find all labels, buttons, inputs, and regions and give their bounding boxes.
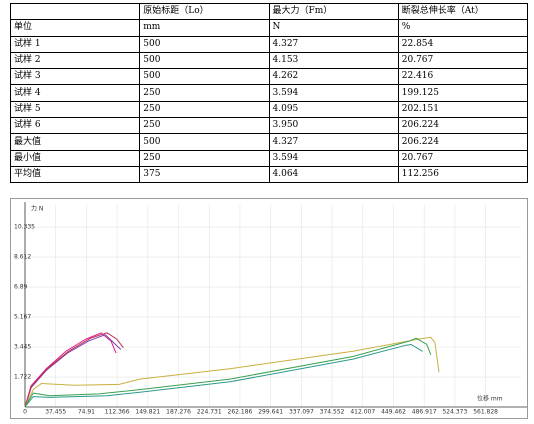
- table-cell: 4.327: [268, 133, 399, 151]
- table-cell: 375: [139, 165, 270, 184]
- table-cell: 最大值: [9, 133, 141, 151]
- table-row: 试样 2 500 4.153 20.767: [9, 51, 529, 70]
- table-cell: 250: [139, 117, 270, 135]
- table-cell: 单位: [9, 19, 141, 37]
- data-line: [24, 332, 117, 408]
- y-tick-label: 10.335: [14, 224, 35, 231]
- x-tick-label: 112.366: [105, 409, 130, 416]
- table-row: 试样 6 250 3.950 206.224: [9, 117, 529, 135]
- table-cell: 199.125: [397, 84, 529, 102]
- table-cell: 试样 2: [9, 51, 141, 70]
- table-cell: 500: [139, 68, 270, 86]
- y-tick-label: 5.167: [14, 314, 31, 321]
- table-cell: 22.416: [397, 68, 529, 86]
- x-tick-label: 74.91: [78, 409, 95, 416]
- x-tick-label: 449.462: [381, 409, 406, 416]
- x-tick-label: 187.276: [166, 409, 191, 416]
- x-tick-label: 486.917: [412, 409, 437, 416]
- table-cell: 3.950: [268, 117, 399, 135]
- table-cell: 3.594: [268, 84, 399, 102]
- table-cell: 最小值: [9, 149, 141, 167]
- table-cell: 试样 5: [9, 100, 141, 119]
- header-cell: 原始标距（Lo）: [139, 2, 270, 21]
- x-axis-label: 位移 mm: [477, 395, 503, 403]
- table-cell: 试样 3: [9, 68, 141, 86]
- header-cell: [9, 2, 141, 21]
- table-cell: 500: [139, 133, 270, 151]
- table-row: 试样 4 250 3.594 199.125: [9, 84, 529, 102]
- data-line: [24, 343, 423, 408]
- table-cell: 206.224: [397, 117, 529, 135]
- header-cell: 断裂总伸长率（At）: [397, 2, 529, 21]
- y-tick-label: 6.89: [14, 284, 28, 291]
- force-displacement-chart: 1.722 3.445 5.167 6.89 8.612 10.335 0 37.455 74.…: [10, 198, 528, 419]
- y-tick-label: 3.445: [14, 344, 31, 351]
- table-cell: 4.095: [268, 100, 399, 119]
- y-tick-label: 8.612: [14, 254, 31, 261]
- table-cell: 试样 4: [9, 84, 141, 102]
- data-line: [24, 334, 122, 408]
- x-tick-label: 149.821: [135, 409, 160, 416]
- x-tick-label: 412.007: [350, 409, 375, 416]
- table-cell: N: [268, 19, 399, 37]
- table-cell: 4.327: [268, 35, 399, 53]
- y-tick-label: 1.722: [14, 374, 31, 381]
- table-cell: 250: [139, 100, 270, 119]
- table-cell: 4.153: [268, 51, 399, 70]
- table-cell: 3.594: [268, 149, 399, 167]
- y-axis-label: 力 N: [31, 205, 43, 213]
- table-cell: 20.767: [397, 51, 529, 70]
- x-tick-label: 299.641: [258, 409, 283, 416]
- table-row: 试样 5 250 4.095 202.151: [9, 100, 529, 119]
- x-tick-label: 524.373: [442, 409, 467, 416]
- table-row: 试样 3 500 4.262 22.416: [9, 68, 529, 86]
- table-cell: 500: [139, 35, 270, 53]
- x-tick-label: 262.186: [228, 409, 253, 416]
- table-row: 平均值 375 4.064 112.256: [9, 165, 529, 184]
- table-row: 单位 mm N%: [9, 19, 529, 37]
- x-tick-label: 0: [23, 409, 27, 416]
- table-cell: 平均值: [9, 165, 141, 184]
- header-row: 原始标距（Lo） 最大力（Fm） 断裂总伸长率（At）: [9, 2, 529, 21]
- header-cell: 最大力（Fm）: [268, 2, 399, 21]
- x-tick-label: 337.097: [289, 409, 314, 416]
- table-cell: 4.064: [268, 165, 399, 184]
- table-cell: 112.256: [397, 165, 529, 184]
- x-tick-label: 561.828: [473, 409, 498, 416]
- table-cell: 22.854: [397, 35, 529, 53]
- table-cell: %: [397, 19, 529, 37]
- table-cell: 试样 1: [9, 35, 141, 53]
- table-cell: 206.224: [397, 133, 529, 151]
- table-cell: 250: [139, 84, 270, 102]
- result-table: 原始标距（Lo） 最大力（Fm） 断裂总伸长率（At） 单位 mm N% 试样 1 500 4.…: [9, 2, 529, 184]
- table-cell: 202.151: [397, 100, 529, 119]
- table-row: 试样 1 500 4.327 22.854: [9, 35, 529, 53]
- table-cell: mm: [139, 19, 270, 37]
- table-row: 最大值 500 4.327 206.224: [9, 133, 529, 151]
- table-cell: 4.262: [268, 68, 399, 86]
- data-line: [24, 337, 432, 408]
- data-line: [24, 336, 440, 408]
- table-cell: 500: [139, 51, 270, 70]
- data-line: [24, 332, 124, 408]
- table-cell: 250: [139, 149, 270, 167]
- table-row: 最小值 250 3.594 20.767: [9, 149, 529, 167]
- x-tick-label: 37.455: [45, 409, 66, 416]
- table-cell: 试样 6: [9, 117, 141, 135]
- table-cell: 20.767: [397, 149, 529, 167]
- x-tick-label: 224.731: [197, 409, 222, 416]
- x-tick-label: 374.552: [320, 409, 345, 416]
